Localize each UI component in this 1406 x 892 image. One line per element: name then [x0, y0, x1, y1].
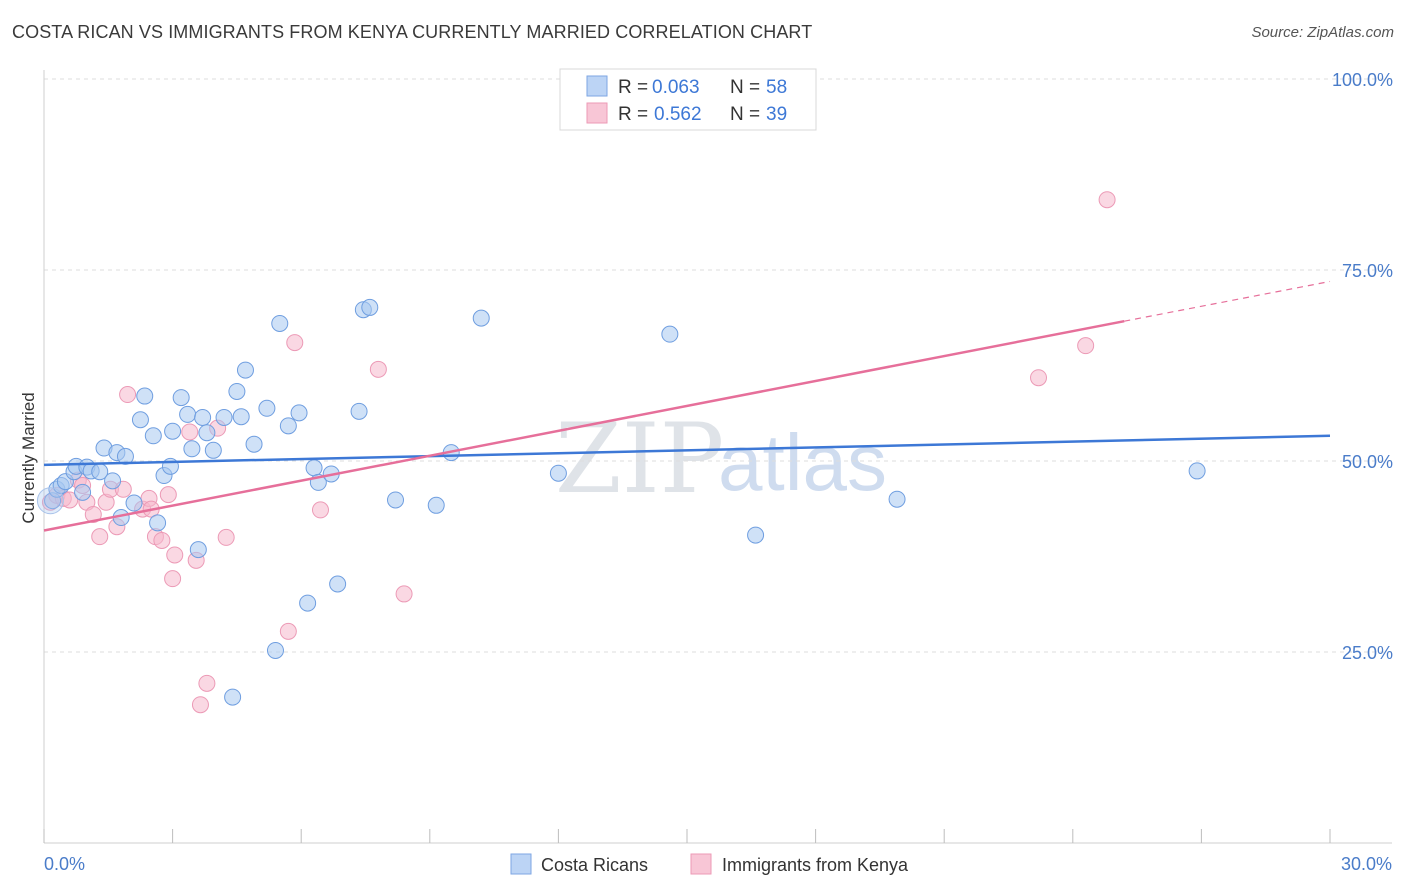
costa-rican-point — [149, 514, 167, 532]
costa-rican-point — [194, 408, 212, 426]
legend-n-value-pink: 39 — [766, 104, 787, 125]
watermark-zip: ZIP — [555, 403, 724, 515]
kenya-trend-line — [43, 319, 1125, 532]
costa-rican-point — [271, 314, 289, 332]
costa-rican-point-cluster — [36, 487, 64, 515]
bottom-legend-label-costa-ricans: Costa Ricans — [541, 855, 648, 875]
costa-rican-point — [74, 483, 92, 501]
costa-rican-point — [198, 424, 216, 442]
costa-rican-point — [224, 688, 242, 706]
y-tick-labels: 25.0% 50.0% 75.0% 100.0% — [1332, 70, 1393, 663]
y-axis-label: Currently Married — [19, 392, 38, 523]
legend-r-label-pink: R = — [618, 104, 648, 125]
kenya-point — [279, 622, 297, 640]
costa-rican-point — [116, 447, 134, 465]
kenya-point — [61, 491, 79, 509]
x-axis-ticks — [43, 829, 1331, 843]
kenya-point — [217, 528, 235, 546]
legend-r-value-pink: 0.562 — [654, 104, 702, 125]
costa-rican-point — [189, 541, 207, 559]
costa-rican-trend-line — [43, 434, 1331, 467]
costa-rican-point — [236, 361, 254, 379]
series-legend: Costa Ricans Immigrants from Kenya — [510, 853, 909, 875]
legend-n-label-pink: N = — [730, 104, 760, 125]
x-tick-label-max: 30.0% — [1341, 854, 1392, 874]
costa-rican-point — [747, 526, 765, 544]
stats-legend: R = 0.063 N = 58 R = 0.562 N = 39 — [559, 68, 817, 131]
kenya-point — [1030, 369, 1048, 387]
costa-rican-point — [549, 464, 567, 482]
bottom-legend-swatch-pink — [690, 853, 712, 875]
kenya-point — [286, 334, 304, 352]
bottom-legend-swatch-blue — [510, 853, 532, 875]
costa-rican-point — [258, 399, 276, 417]
costa-rican-point — [172, 389, 190, 407]
kenya-point — [191, 696, 209, 714]
x-tick-label-min: 0.0% — [44, 854, 85, 874]
kenya-point — [395, 585, 413, 603]
legend-n-label-blue: N = — [730, 77, 760, 98]
costa-rican-point — [131, 411, 149, 429]
kenya-point — [159, 486, 177, 504]
costa-rican-point — [350, 402, 368, 420]
costa-rican-point — [1188, 462, 1206, 480]
y-tick-label: 100.0% — [1332, 70, 1393, 90]
costa-rican-point — [144, 427, 162, 445]
source-label: Source: ZipAtlas.com — [1251, 24, 1394, 41]
watermark-atlas: atlas — [718, 418, 887, 507]
kenya-point — [84, 505, 102, 523]
costa-rican-point — [305, 459, 323, 477]
legend-r-value-blue: 0.063 — [652, 77, 700, 98]
legend-swatch-pink — [586, 102, 608, 124]
costa-rican-point — [290, 404, 308, 422]
y-tick-label: 50.0% — [1342, 452, 1393, 472]
costa-rican-point — [136, 387, 154, 405]
kenya-point — [164, 570, 182, 588]
costa-rican-point — [125, 494, 143, 512]
kenya-trend-extension — [1124, 280, 1331, 322]
costa-rican-point — [427, 496, 445, 514]
costa-rican-point — [329, 575, 347, 593]
costa-rican-point — [888, 490, 906, 508]
kenya-point — [369, 360, 387, 378]
y-tick-label: 25.0% — [1342, 643, 1393, 663]
costa-rican-point — [387, 491, 405, 509]
chart-title: COSTA RICAN VS IMMIGRANTS FROM KENYA CUR… — [12, 22, 813, 42]
costa-rican-point — [279, 417, 297, 435]
costa-rican-point — [215, 408, 233, 426]
bottom-legend-label-kenya: Immigrants from Kenya — [722, 855, 909, 875]
costa-rican-point — [661, 325, 679, 343]
kenya-point — [181, 423, 199, 441]
kenya-point — [1098, 191, 1116, 209]
costa-rican-point — [472, 309, 490, 327]
kenya-point — [311, 501, 329, 519]
costa-rican-point — [228, 382, 246, 400]
kenya-point — [1077, 337, 1095, 355]
costa-rican-point — [245, 435, 263, 453]
kenya-point — [119, 386, 137, 404]
trend-lines — [43, 280, 1331, 532]
kenya-point — [198, 674, 216, 692]
costa-rican-point — [183, 440, 201, 458]
legend-r-label-blue: R = — [618, 77, 648, 98]
costa-rican-point — [361, 298, 379, 316]
legend-n-value-blue: 58 — [766, 77, 787, 98]
costa-rican-point — [164, 422, 182, 440]
kenya-point — [166, 546, 184, 564]
legend-swatch-blue — [586, 75, 608, 97]
costa-rican-point — [104, 472, 122, 490]
costa-rican-point — [266, 641, 284, 659]
costa-rican-point — [204, 441, 222, 459]
kenya-point — [153, 531, 171, 549]
costa-rican-point — [299, 594, 317, 612]
y-tick-label: 75.0% — [1342, 261, 1393, 281]
costa-rican-point — [232, 408, 250, 426]
costa-rican-point — [179, 405, 197, 423]
kenya-point — [91, 528, 109, 546]
costa-rican-points — [36, 298, 1206, 706]
